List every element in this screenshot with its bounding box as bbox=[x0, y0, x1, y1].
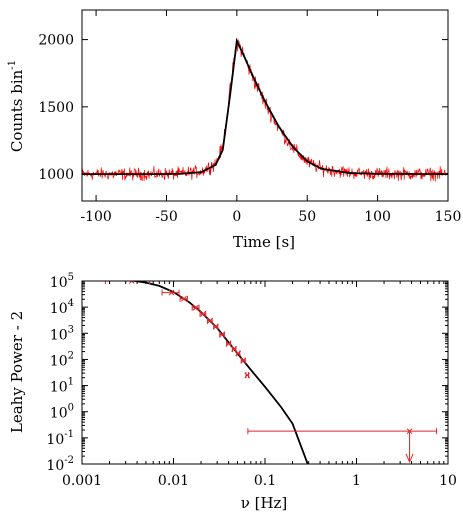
lightcurve-y-axis-title: Counts bin-1 bbox=[7, 60, 26, 152]
power-spectrum-model-curve bbox=[131, 281, 309, 464]
power-spectrum-x-tick-label: 1 bbox=[352, 473, 361, 489]
power-spectrum-data-point bbox=[191, 304, 200, 311]
power-spectrum-y-tick-label: 103 bbox=[50, 324, 74, 343]
power-spectrum-y-tick-label: 10-1 bbox=[46, 429, 74, 448]
lightcurve-y-axis-title-superscript: -1 bbox=[7, 60, 18, 70]
lightcurve-x-tick-label: -50 bbox=[155, 209, 178, 225]
power-spectrum-data-point bbox=[179, 295, 188, 302]
power-spectrum-y-tick-base: 10 bbox=[50, 380, 68, 396]
power-spectrum-data-point bbox=[219, 331, 225, 338]
power-spectrum-y-tick-exponent: 4 bbox=[68, 298, 74, 309]
power-spectrum-x-tick-label: 10 bbox=[439, 473, 457, 489]
lightcurve-x-tick-label: 100 bbox=[364, 209, 391, 225]
power-spectrum-plot-frame bbox=[81, 280, 449, 465]
power-spectrum-ticks: 0.001 0.01 0.1 1 1010-210-110010110210310410… bbox=[46, 272, 456, 489]
power-spectrum-y-tick-base: 10 bbox=[50, 275, 68, 291]
power-spectrum-y-tick-base: 10 bbox=[46, 458, 64, 474]
lightcurve-y-tick-label: 2000 bbox=[38, 33, 74, 49]
power-spectrum-y-tick-exponent: 2 bbox=[68, 350, 74, 361]
power-spectrum-y-tick-exponent: 1 bbox=[68, 377, 74, 388]
power-spectrum-y-tick-exponent: 5 bbox=[68, 272, 74, 283]
power-spectrum-y-tick-exponent: 0 bbox=[68, 403, 74, 414]
power-spectrum-series-layer bbox=[104, 281, 438, 464]
power-spectrum-y-tick-label: 104 bbox=[50, 298, 74, 317]
power-spectrum-x-tick-label: 0.001 bbox=[62, 473, 102, 489]
power-spectrum-y-tick-base: 10 bbox=[50, 353, 68, 369]
power-spectrum-data-point bbox=[161, 289, 180, 296]
power-spectrum-data-point bbox=[104, 281, 151, 284]
power-spectrum-y-axis-title: Leahy Power - 2 bbox=[8, 311, 26, 433]
lightcurve-y-axis-title-main: Counts bin bbox=[8, 69, 26, 152]
power-spectrum-data-point bbox=[231, 346, 237, 353]
lightcurve-y-tick-label: 1500 bbox=[38, 100, 74, 116]
power-spectrum-x-axis-title: ν [Hz] bbox=[241, 494, 288, 512]
power-spectrum-data-point bbox=[235, 350, 242, 357]
power-spectrum-y-tick-base: 10 bbox=[46, 432, 64, 448]
lightcurve-series-layer bbox=[81, 37, 448, 182]
lightcurve-y-tick-label: 1000 bbox=[38, 167, 74, 183]
power-spectrum-data-point bbox=[225, 340, 232, 347]
power-spectrum-x-tick-label: 0.01 bbox=[158, 473, 189, 489]
power-spectrum-y-tick-label: 101 bbox=[50, 377, 74, 396]
power-spectrum-y-tick-label: 102 bbox=[50, 350, 74, 369]
power-spectrum-data-point bbox=[244, 372, 251, 379]
power-spectrum-panel: 0.001 0.01 0.1 1 1010-210-110010110210310410… bbox=[8, 272, 457, 512]
lightcurve-x-axis-title: Time [s] bbox=[233, 233, 295, 251]
power-spectrum-x-tick-label: 0.1 bbox=[254, 473, 276, 489]
power-spectrum-data-point bbox=[206, 317, 213, 324]
lightcurve-model-series bbox=[82, 37, 448, 175]
power-spectrum-y-tick-exponent: 3 bbox=[68, 324, 74, 335]
lightcurve-panel: -100 -50 0 50 100 150 1000 1500 2000 Time [s] Co… bbox=[7, 9, 461, 251]
power-spectrum-y-tick-label: 100 bbox=[50, 403, 74, 422]
power-spectrum-data-point bbox=[199, 310, 207, 317]
lightcurve-x-tick-label: 0 bbox=[232, 209, 241, 225]
lightcurve-data-series bbox=[81, 38, 448, 182]
power-spectrum-y-tick-label: 10-2 bbox=[46, 455, 74, 474]
power-spectrum-y-tick-base: 10 bbox=[50, 301, 68, 317]
power-spectrum-upper-limit bbox=[247, 428, 438, 464]
power-spectrum-data-point bbox=[212, 323, 219, 330]
lightcurve-plot-frame bbox=[81, 9, 449, 202]
power-spectrum-y-tick-base: 10 bbox=[50, 406, 68, 422]
power-spectrum-y-tick-exponent: -1 bbox=[64, 429, 74, 440]
power-spectrum-y-tick-label: 105 bbox=[50, 272, 74, 291]
power-spectrum-data-point bbox=[240, 357, 247, 364]
lightcurve-ticks: -100 -50 0 50 100 150 1000 1500 2000 bbox=[38, 10, 461, 225]
lightcurve-x-tick-label: -100 bbox=[80, 209, 111, 225]
power-spectrum-y-tick-base: 10 bbox=[50, 327, 68, 343]
power-spectrum-y-tick-exponent: -2 bbox=[64, 455, 74, 466]
lightcurve-x-tick-label: 50 bbox=[298, 209, 316, 225]
lightcurve-x-tick-label: 150 bbox=[435, 209, 462, 225]
